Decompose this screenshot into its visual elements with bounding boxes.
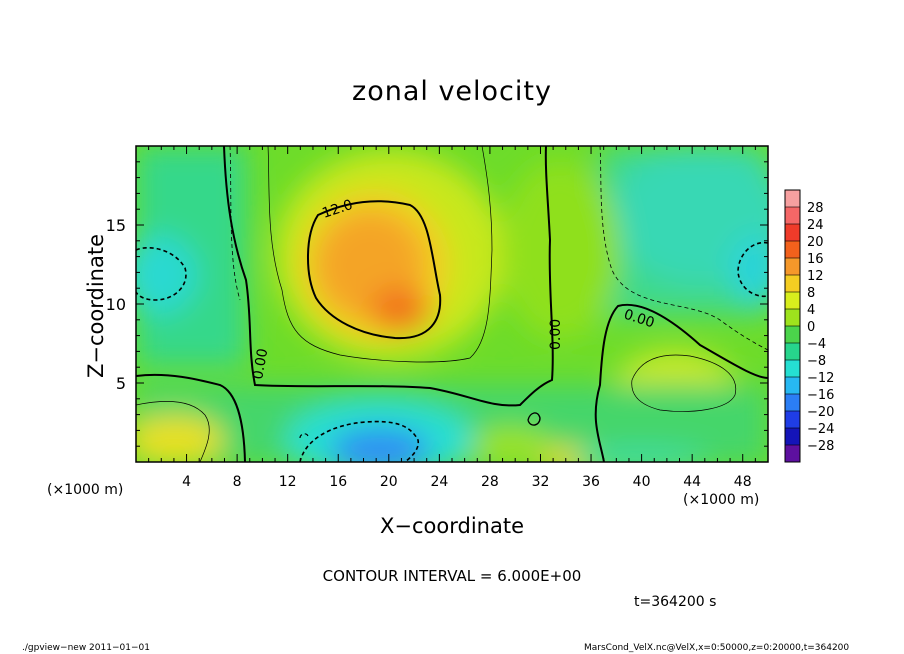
colorbar-swatch — [785, 275, 800, 293]
colorbar-swatch — [785, 241, 800, 259]
y-tick-label: 5 — [116, 374, 126, 393]
x-axis: 4 8 12 16 20 24 28 32 36 40 44 48 — [148, 146, 756, 490]
colorbar-label: 12 — [807, 269, 824, 284]
contour-interval-text: CONTOUR INTERVAL = 6.000E+00 — [322, 567, 582, 585]
colorbar-label: 4 — [807, 303, 815, 318]
colorbar-label: −20 — [807, 405, 834, 420]
x-unit-label-left: (×1000 m) — [47, 482, 124, 498]
footer-program: ./gpview−new 2011−01−01 — [22, 643, 150, 653]
x-tick-label: 28 — [481, 474, 499, 490]
colorbar-swatch — [785, 224, 800, 242]
colorbar-swatch — [785, 360, 800, 378]
y-axis-label: Z−coordinate — [84, 234, 108, 378]
colorbar-label: −12 — [807, 371, 834, 386]
x-axis-label: X−coordinate — [380, 514, 524, 538]
x-tick-label: 36 — [582, 474, 600, 490]
colorbar-swatch — [785, 343, 800, 361]
x-tick-label: 40 — [633, 474, 651, 490]
x-unit-label-right: (×1000 m) — [683, 492, 760, 508]
colorbar-label: 16 — [807, 252, 824, 267]
colorbar-swatch — [785, 411, 800, 429]
x-tick-label: 32 — [532, 474, 550, 490]
footer-source: MarsCond_VelX.nc@VelX,x=0:50000,z=0:2000… — [584, 643, 850, 653]
contours-zero — [136, 146, 768, 462]
contour-label: 0.00 — [250, 347, 271, 380]
contour-label: 0.00 — [548, 319, 564, 350]
colorbar: 28 24 20 16 12 8 4 0 −4 −8 −12 −16 −20 −24 −28 — [784, 189, 834, 463]
y-tick-label: 10 — [106, 295, 126, 314]
time-label: t=364200 s — [634, 594, 717, 610]
x-tick-label: 4 — [182, 474, 191, 490]
colorbar-swatch — [785, 428, 800, 446]
colorbar-label: 0 — [807, 320, 815, 335]
x-tick-label: 16 — [329, 474, 347, 490]
contours-negative — [136, 146, 768, 462]
contours-positive-thin — [136, 146, 737, 462]
colorbar-label: −8 — [807, 354, 826, 369]
colorbar-swatch — [785, 445, 800, 463]
y-tick-label: 15 — [106, 216, 126, 235]
x-tick-label: 24 — [430, 474, 448, 490]
colorbar-swatch — [785, 326, 800, 344]
chart-title: zonal velocity — [352, 76, 552, 107]
colorbar-label: 28 — [807, 201, 824, 216]
x-tick-label: 12 — [279, 474, 297, 490]
colorbar-swatch — [785, 258, 800, 276]
colorbar-label: 20 — [807, 235, 824, 250]
colorbar-label: −16 — [807, 388, 834, 403]
x-tick-label: 48 — [734, 474, 752, 490]
colorbar-label: 8 — [807, 286, 815, 301]
x-tick-label: 44 — [683, 474, 701, 490]
heatmap-field — [136, 146, 768, 462]
x-tick-label: 8 — [233, 474, 242, 490]
colorbar-swatch — [785, 292, 800, 310]
colorbar-label: −4 — [807, 337, 826, 352]
colorbar-label: 24 — [807, 218, 824, 233]
colorbar-swatch — [785, 207, 800, 225]
colorbar-label: −28 — [807, 439, 834, 454]
contour-12 — [307, 200, 442, 340]
y-axis: 5 10 15 — [106, 161, 768, 447]
colorbar-label: −24 — [807, 422, 834, 437]
colorbar-swatch — [785, 394, 800, 412]
x-tick-label: 20 — [380, 474, 398, 490]
colorbar-swatch — [785, 190, 800, 208]
colorbar-swatch — [785, 309, 800, 327]
colorbar-swatch — [785, 377, 800, 395]
